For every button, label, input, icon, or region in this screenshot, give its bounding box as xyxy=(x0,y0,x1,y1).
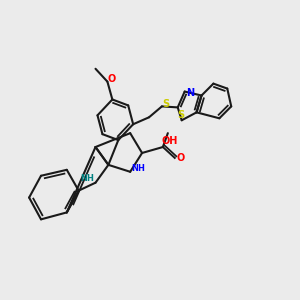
Text: O: O xyxy=(177,153,185,163)
Text: S: S xyxy=(177,110,184,120)
Text: NH: NH xyxy=(131,164,145,173)
Text: O: O xyxy=(107,74,116,84)
Text: NH: NH xyxy=(81,174,94,183)
Text: S: S xyxy=(162,99,169,110)
Text: OH: OH xyxy=(162,136,178,146)
Text: N: N xyxy=(187,88,195,98)
